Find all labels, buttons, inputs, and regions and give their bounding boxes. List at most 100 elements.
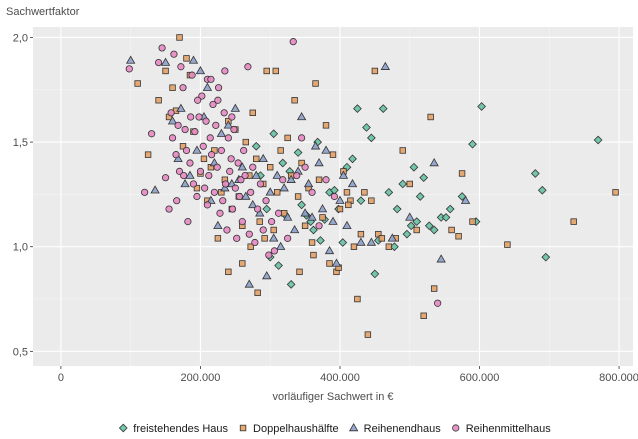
legend-label: Reihenmittelhaus [466, 423, 551, 435]
point-freistehendes-haus [402, 229, 412, 239]
point-doppelhaushaelfte [406, 180, 413, 188]
point-reihenmittelhaus [182, 146, 191, 155]
legend-label: Doppelhaushälfte [253, 423, 339, 435]
point-doppelhaushaelfte [247, 243, 254, 250]
y-tick-label: 2,0 [13, 32, 28, 44]
point-doppelhaushaelfte [399, 147, 406, 154]
point-reihenendhaus [244, 279, 254, 288]
point-doppelhaushaelfte [427, 113, 434, 121]
point-doppelhaushaelfte [176, 34, 183, 41]
point-reihenendhaus [213, 220, 223, 229]
point-reihenendhaus [321, 145, 331, 154]
point-reihenendhaus [262, 271, 272, 280]
point-doppelhaushaelfte [273, 189, 281, 196]
point-doppelhaushaelfte [214, 235, 222, 242]
point-reihenmittelhaus [174, 121, 182, 129]
point-reihenendhaus [192, 145, 202, 154]
x-tick-label: 200.000 [181, 372, 221, 384]
point-reihenendhaus [150, 185, 160, 194]
legend-key-reihenmittelhaus [452, 424, 460, 432]
point-reihenendhaus [436, 254, 446, 263]
point-freistehendes-haus [424, 221, 434, 231]
point-reihenendhaus [405, 212, 415, 221]
point-doppelhaushaelfte [458, 170, 466, 177]
point-doppelhaushaelfte [455, 233, 462, 240]
point-doppelhaushaelfte [364, 331, 372, 338]
point-doppelhaushaelfte [350, 243, 358, 250]
legend-key-freistehendes-haus [118, 423, 128, 433]
point-reihenmittelhaus [227, 155, 235, 163]
point-reihenendhaus [230, 103, 241, 112]
point-reihenmittelhaus [235, 192, 244, 201]
point-reihenmittelhaus [234, 159, 242, 167]
point-doppelhaushaelfte [249, 109, 256, 116]
point-reihenmittelhaus [226, 167, 234, 175]
point-reihenmittelhaus [240, 146, 248, 155]
point-reihenmittelhaus [254, 205, 262, 213]
point-doppelhaushaelfte [336, 205, 344, 213]
point-reihenmittelhaus [209, 100, 217, 109]
point-reihenmittelhaus [188, 71, 196, 79]
point-freistehendes-haus [419, 173, 429, 183]
legend-key-doppelhaushaelfte [239, 424, 247, 432]
point-freistehendes-haus [269, 129, 279, 139]
point-doppelhaushaelfte [277, 147, 284, 154]
point-freistehendes-haus [262, 204, 272, 214]
point-doppelhaushaelfte [270, 226, 277, 234]
point-freistehendes-haus [530, 169, 540, 178]
point-reihenendhaus [328, 216, 338, 225]
point-freistehendes-haus [541, 252, 551, 262]
point-reihenendhaus [216, 128, 227, 137]
point-reihenendhaus [317, 204, 328, 213]
point-doppelhaushaelfte [291, 97, 298, 104]
point-doppelhaushaelfte [361, 189, 368, 196]
point-reihenendhaus [202, 82, 213, 91]
point-reihenmittelhaus [223, 226, 231, 234]
point-reihenendhaus [265, 187, 275, 196]
point-doppelhaushaelfte [319, 214, 326, 221]
point-doppelhaushaelfte [200, 155, 208, 163]
point-reihenmittelhaus [161, 174, 170, 182]
point-freistehendes-haus [409, 162, 419, 172]
point-doppelhaushaelfte [448, 226, 455, 234]
y-tick-label: 1,0 [13, 242, 28, 254]
point-reihenmittelhaus [308, 188, 316, 196]
point-reihenmittelhaus [191, 128, 199, 136]
point-reihenendhaus [248, 199, 258, 209]
point-reihenmittelhaus [207, 75, 215, 83]
point-reihenendhaus [167, 116, 178, 125]
point-doppelhaushaelfte [294, 193, 302, 200]
point-reihenendhaus [272, 170, 282, 179]
point-doppelhaushaelfte [371, 67, 379, 75]
point-reihenmittelhaus [212, 121, 220, 129]
point-freistehendes-haus [251, 141, 261, 151]
point-freistehendes-haus [378, 104, 388, 113]
point-doppelhaushaelfte [254, 289, 261, 296]
point-reihenendhaus [314, 158, 324, 167]
point-freistehendes-haus [293, 148, 303, 157]
point-reihenmittelhaus [221, 67, 229, 75]
legend: freistehendes Haus Doppelhaushälfte Reihen… [118, 422, 551, 435]
point-freistehendes-haus [278, 158, 288, 168]
legend-item-reihenendhaus: Reihenendhaus [348, 422, 441, 435]
point-freistehendes-haus [367, 133, 376, 143]
point-reihenmittelhaus [251, 238, 259, 247]
y-tick-label: 0,5 [13, 346, 28, 358]
point-reihenmittelhaus [301, 163, 309, 171]
point-doppelhaushaelfte [134, 80, 141, 87]
x-tick-label: 0 [58, 372, 64, 384]
point-reihenmittelhaus [259, 226, 267, 234]
point-doppelhaushaelfte [326, 260, 333, 267]
point-reihenmittelhaus [205, 171, 213, 180]
point-reihenmittelhaus [202, 117, 210, 125]
point-doppelhaushaelfte [301, 222, 309, 229]
point-reihenmittelhaus [238, 218, 246, 226]
point-reihenmittelhaus [167, 109, 175, 117]
point-reihenmittelhaus [193, 192, 201, 201]
point-doppelhaushaelfte [256, 218, 263, 225]
legend-item-freistehendes-haus: freistehendes Haus [118, 423, 229, 435]
point-reihenendhaus [387, 233, 397, 242]
point-doppelhaushaelfte [504, 241, 511, 248]
x-tick-label: 800.000 [599, 372, 638, 384]
point-reihenmittelhaus [175, 167, 184, 175]
